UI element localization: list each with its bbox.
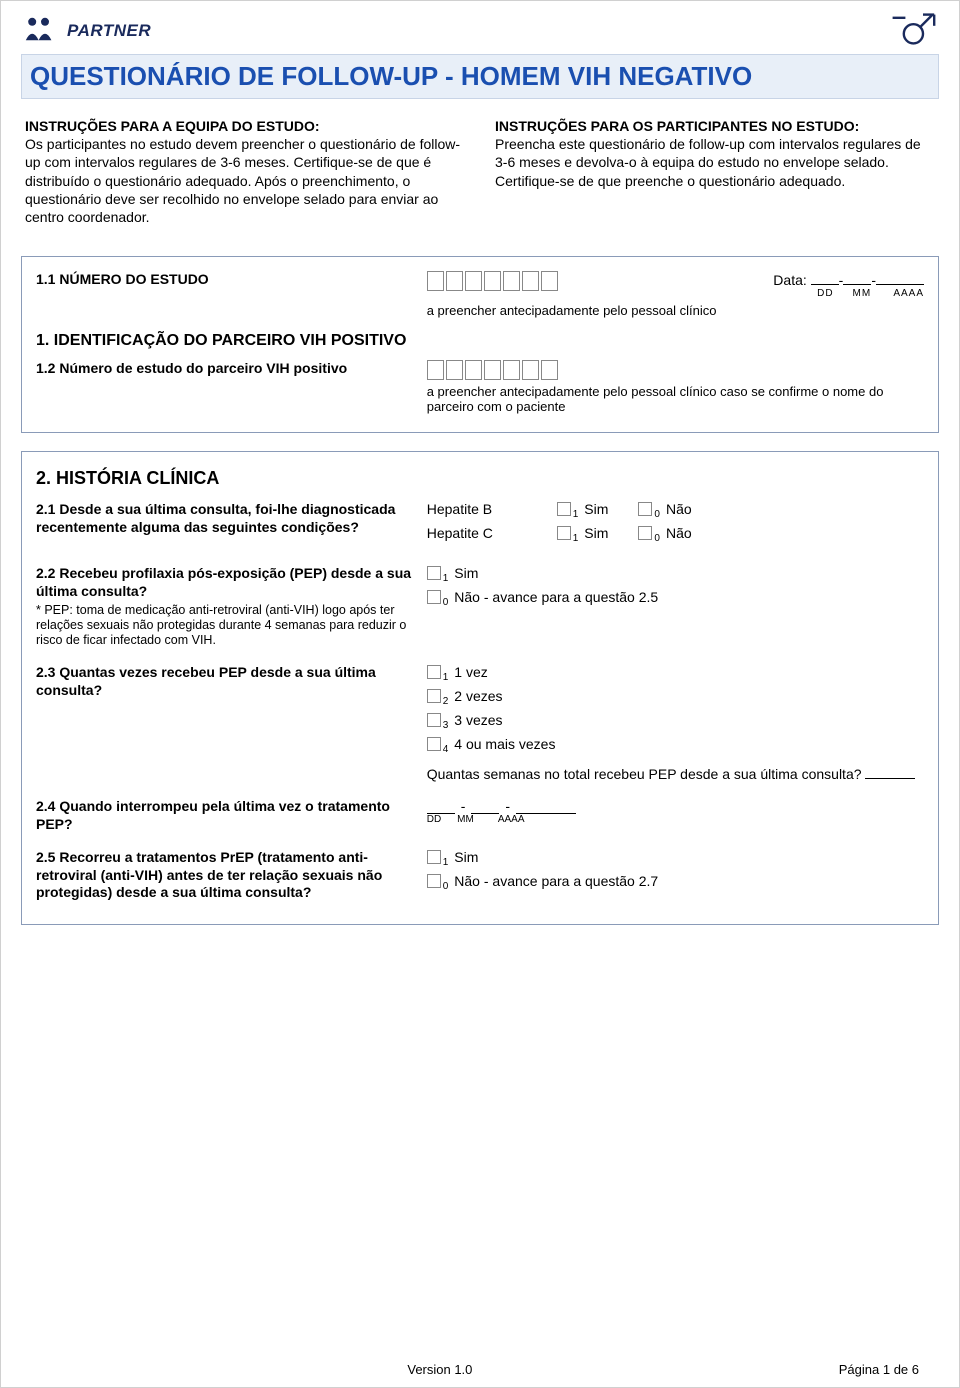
partner-study-number-boxes[interactable]: [427, 360, 558, 380]
q-2-5-yes[interactable]: 1Sim: [427, 849, 479, 865]
q-1-2-hint: a preencher antecipadamente pelo pessoal…: [427, 384, 924, 414]
dd-label: DD: [817, 288, 833, 299]
q-2-5-label: 2.5 Recorreu a tratamentos PrEP (tratame…: [36, 849, 427, 902]
q-1-2-label: 1.2 Número de estudo do parceiro VIH pos…: [36, 360, 427, 378]
brand-logo: PARTNER: [21, 16, 151, 45]
q-2-3-opt-4[interactable]: 44 ou mais vezes: [427, 736, 556, 752]
q-2-3-opt-2[interactable]: 22 vezes: [427, 688, 503, 704]
dd-label-2: DD: [427, 814, 441, 825]
section-1-heading: 1. IDENTIFICAÇÃO DO PARCEIRO VIH POSITIV…: [36, 332, 924, 350]
hep-b-no[interactable]: 0Não: [638, 501, 691, 517]
mm-label: MM: [853, 288, 872, 299]
instr-part-heading: INSTRUÇÕES PARA OS PARTICIPANTES NO ESTU…: [495, 118, 859, 134]
hep-b-label: Hepatite B: [427, 501, 527, 517]
q-2-2-yes[interactable]: 1Sim: [427, 565, 479, 581]
mm-label-2: MM: [457, 814, 474, 825]
aaaa-label: AAAA: [893, 288, 924, 299]
brand-name: PARTNER: [67, 21, 151, 41]
q-2-3-label: 2.3 Quantas vezes recebeu PEP desde a su…: [36, 664, 427, 782]
instructions-participants: INSTRUÇÕES PARA OS PARTICIPANTES NO ESTU…: [495, 117, 935, 226]
q-2-1-label: 2.1 Desde a sua última consulta, foi-lhe…: [36, 501, 427, 549]
hep-b-yes[interactable]: 1Sim: [557, 501, 609, 517]
q-2-4-label: 2.4 Quando interrompeu pela última vez o…: [36, 798, 427, 833]
q-2-4-date-input[interactable]: -- DD MM AAAA: [427, 798, 924, 825]
q-2-3-weeks-input[interactable]: [865, 766, 915, 779]
instr-team-body: Os participantes no estudo devem preench…: [25, 135, 465, 226]
hep-c-yes[interactable]: 1Sim: [557, 525, 609, 541]
instr-part-body: Preencha este questionário de follow-up …: [495, 135, 935, 190]
q-2-2-note: * PEP: toma de medicação anti-retroviral…: [36, 603, 427, 648]
footer-page: Página 1 de 6: [839, 1362, 919, 1377]
hep-c-no[interactable]: 0Não: [638, 525, 691, 541]
q-2-2-no[interactable]: 0Não - avance para a questão 2.5: [427, 589, 658, 605]
date-label: Data:: [773, 272, 806, 288]
q-2-5-no[interactable]: 0Não - avance para a questão 2.7: [427, 873, 658, 889]
aaaa-label-2: AAAA: [498, 814, 525, 825]
q-2-3-opt-1[interactable]: 11 vez: [427, 664, 488, 680]
section-2-box: 2. HISTÓRIA CLÍNICA 2.1 Desde a sua últi…: [21, 451, 939, 925]
date-field[interactable]: Data: -- DD MM AAAA: [773, 271, 924, 299]
q-1-1-label: 1.1 NÚMERO DO ESTUDO: [36, 271, 427, 287]
q-2-2-label: 2.2 Recebeu profilaxia pós-exposição (PE…: [36, 565, 427, 600]
q-2-3-opt-3[interactable]: 33 vezes: [427, 712, 503, 728]
instructions-team: INSTRUÇÕES PARA A EQUIPA DO ESTUDO: Os p…: [25, 117, 465, 226]
page-title: QUESTIONÁRIO DE FOLLOW-UP - HOMEM VIH NE…: [30, 61, 930, 92]
footer-version: Version 1.0: [407, 1362, 472, 1377]
q-1-1-hint: a preencher antecipadamente pelo pessoal…: [427, 303, 924, 318]
instr-team-heading: INSTRUÇÕES PARA A EQUIPA DO ESTUDO:: [25, 118, 320, 134]
male-symbol-icon: [891, 11, 939, 50]
section-1-box: 1.1 NÚMERO DO ESTUDO Data: -- DD MM: [21, 256, 939, 433]
hep-c-label: Hepatite C: [427, 525, 527, 541]
q-2-3-followup: Quantas semanas no total recebeu PEP des…: [427, 766, 862, 782]
section-2-heading: 2. HISTÓRIA CLÍNICA: [36, 468, 924, 489]
partner-people-icon: [21, 16, 61, 45]
study-number-boxes[interactable]: [427, 271, 558, 291]
title-bar: QUESTIONÁRIO DE FOLLOW-UP - HOMEM VIH NE…: [21, 54, 939, 99]
